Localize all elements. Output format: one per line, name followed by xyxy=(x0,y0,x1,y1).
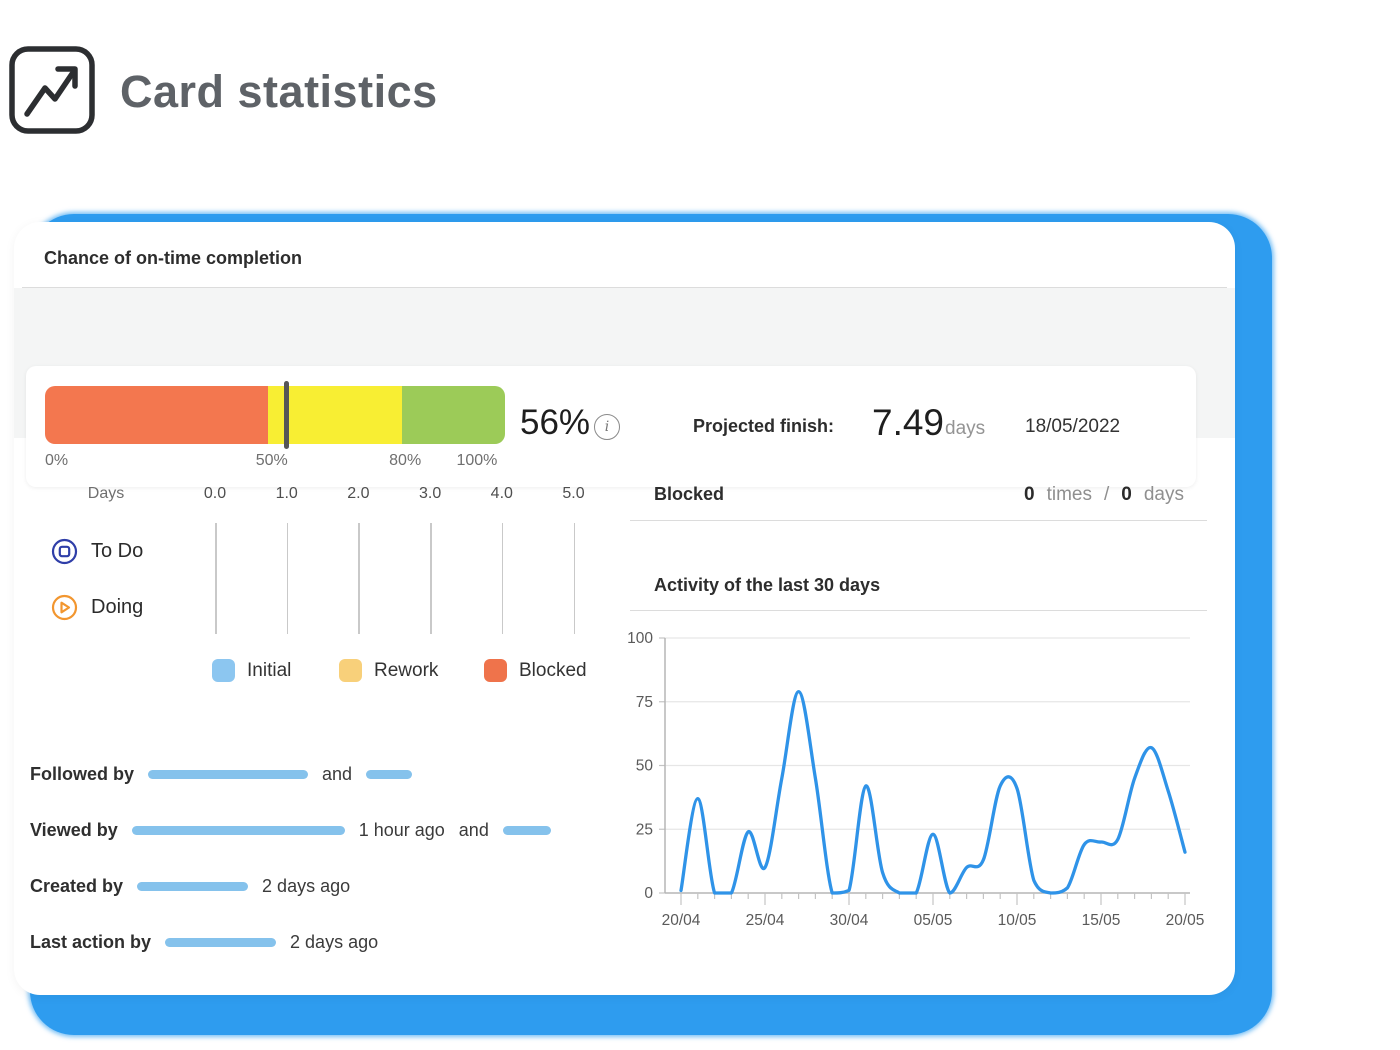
completion-meter-marker xyxy=(284,381,290,449)
completion-panel: 0% 50% 80% 100% 56% i Projected finish: 7.4… xyxy=(26,366,1196,487)
redacted-name-pill xyxy=(366,769,413,779)
legend-swatch-initial xyxy=(212,659,235,682)
blocked-separator: / xyxy=(1104,484,1110,505)
meta-row-created-by: Created by 2 days ago xyxy=(30,872,551,900)
meter-axis-label: 0% xyxy=(45,452,69,469)
days-gridline xyxy=(430,523,432,634)
doing-status-icon xyxy=(51,594,78,620)
completion-value: 56% xyxy=(520,403,591,442)
blocked-times-unit: times xyxy=(1046,484,1092,505)
meter-segment-green xyxy=(401,386,505,444)
blocked-values: 0 times / 0 days xyxy=(1024,484,1184,506)
legend-entry-blocked: Blocked xyxy=(484,659,587,682)
meta-row-last-action-by: Last action by 2 days ago xyxy=(30,928,551,956)
meter-segment-yellow xyxy=(268,386,402,444)
status-row-doing: Doing xyxy=(51,593,143,621)
meta-row-text: 2 days ago xyxy=(290,931,379,952)
meta-row-viewed-by: Viewed by 1 hour ago and xyxy=(30,816,551,844)
redacted-name-pill xyxy=(137,881,249,891)
days-tick-label: 3.0 xyxy=(418,485,442,502)
days-gridline xyxy=(358,523,360,634)
days-tick-label: 1.0 xyxy=(275,485,298,502)
meter-axis-label: 100% xyxy=(456,452,498,469)
meter-axis-label: 80% xyxy=(389,452,422,469)
meta-row-text: 1 hour ago xyxy=(358,819,445,840)
chart-y-tick-label: 75 xyxy=(636,694,653,711)
days-gridline xyxy=(286,523,289,634)
chart-y-tick-label: 50 xyxy=(636,758,654,775)
redacted-name-pill xyxy=(165,937,277,947)
blocked-label: Blocked xyxy=(654,484,725,504)
days-tick-label: 0.0 xyxy=(203,485,227,502)
days-axis-title: Days xyxy=(87,485,125,502)
chart-y-tick-label: 100 xyxy=(627,630,653,647)
status-row-label: To Do xyxy=(91,539,144,562)
chart-x-tick-label: 30/04 xyxy=(830,912,869,929)
completion-meter-bar xyxy=(45,386,505,444)
days-gridline xyxy=(501,523,504,634)
statistics-card: Chance of on-time completion 0% 50% 80% 100… xyxy=(14,222,1235,995)
days-tick-label: 5.0 xyxy=(562,485,585,502)
info-icon[interactable]: i xyxy=(594,414,620,440)
projected-finish-date: 18/05/2022 xyxy=(1025,416,1121,437)
completion-meter: 0% 50% 80% 100% xyxy=(45,381,505,469)
chart-x-tick-label: 20/04 xyxy=(662,912,701,929)
chart-x-tick-label: 25/04 xyxy=(746,912,785,929)
days-tick-label: 4.0 xyxy=(490,485,513,502)
legend-label: Rework xyxy=(374,659,439,681)
blocked-days-unit: days xyxy=(1143,484,1184,505)
chart-y-tick-label: 0 xyxy=(644,885,653,902)
activity-divider xyxy=(630,610,1207,611)
status-row-label: Doing xyxy=(91,595,144,618)
legend-entry-rework: Rework xyxy=(339,659,438,682)
redacted-name-pill xyxy=(502,825,551,835)
completion-section: 0% 50% 80% 100% 56% i Projected finish: 7.4… xyxy=(14,288,1235,487)
chart-x-tick-label: 20/05 xyxy=(1166,912,1205,929)
chart-y-tick-label: 25 xyxy=(636,821,653,838)
meta-row-label: Created by xyxy=(30,875,124,896)
meta-row-text: and xyxy=(458,819,489,840)
legend-label: Blocked xyxy=(519,659,587,681)
meta-row-label: Followed by xyxy=(30,763,135,784)
legend-swatch-rework xyxy=(339,659,362,682)
legend-swatch-blocked xyxy=(484,659,507,682)
activity-line-chart: 0 25 50 75 100 20/04 25/04 30/04 05/05 10/05 15/05… xyxy=(627,630,1205,929)
meta-row-text: 2 days ago xyxy=(262,875,351,896)
meta-row-text: and xyxy=(322,763,353,784)
activity-series-line xyxy=(679,689,1187,895)
meta-row-label: Viewed by xyxy=(30,819,118,840)
projected-finish-unit: days xyxy=(945,418,986,439)
chart-x-tick-label: 15/05 xyxy=(1082,912,1121,929)
meter-segment-red xyxy=(45,386,269,444)
activity-heading: Activity of the last 30 days xyxy=(654,575,881,595)
heading-divider xyxy=(22,287,1227,288)
completion-heading: Chance of on-time completion xyxy=(44,248,303,268)
days-gridline xyxy=(573,523,575,634)
projected-finish-value: 7.49 xyxy=(872,402,945,443)
redacted-name-pill xyxy=(131,825,345,835)
days-gridline xyxy=(215,523,217,634)
page-title: Card statistics xyxy=(120,66,438,117)
trending-up-icon xyxy=(9,46,95,134)
todo-status-icon xyxy=(51,538,78,564)
chart-x-tick-label: 10/05 xyxy=(998,912,1037,929)
card-meta-rows: Followed by and Viewed by 1 hour ago and Crea… xyxy=(30,760,551,984)
meter-axis-label: 50% xyxy=(255,452,288,469)
status-row-todo: To Do xyxy=(51,537,143,565)
blocked-days-count: 0 xyxy=(1121,484,1132,505)
meta-row-followed-by: Followed by and xyxy=(30,760,551,788)
days-tick-label: 2.0 xyxy=(347,485,370,502)
meta-row-label: Last action by xyxy=(30,931,152,952)
legend-label: Initial xyxy=(247,659,292,681)
blocked-divider xyxy=(630,520,1207,521)
legend-entry-initial: Initial xyxy=(212,659,291,682)
chart-x-tick-label: 05/05 xyxy=(914,912,953,929)
projected-finish-label: Projected finish: xyxy=(693,416,835,436)
redacted-name-pill xyxy=(148,769,309,779)
blocked-times-count: 0 xyxy=(1024,484,1035,505)
